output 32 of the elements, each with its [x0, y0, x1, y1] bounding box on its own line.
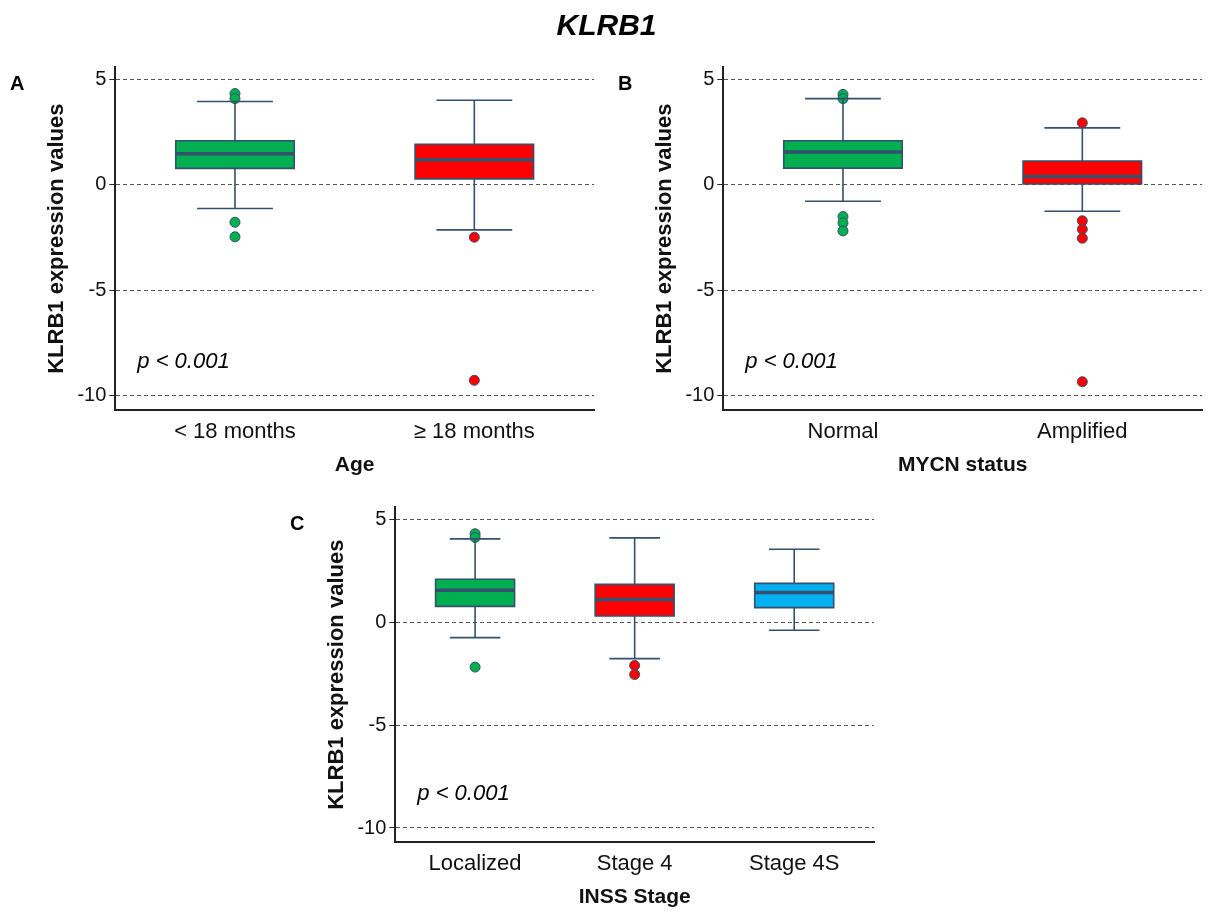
text: C — [290, 511, 305, 534]
annotation: p < 0.001 — [136, 347, 230, 373]
y-axis-title: KLRB1 expression values — [43, 103, 69, 374]
y-tick-label: -5 — [368, 712, 387, 735]
x-tick-label: Amplified — [1037, 417, 1128, 443]
y-tick-label: -10 — [77, 383, 107, 406]
x-tick-label: Stage 4S — [748, 849, 840, 875]
annotation: p < 0.001 — [744, 347, 838, 373]
y-axis-title: KLRB1 expression values — [323, 539, 349, 810]
x-tick-label: Normal — [807, 417, 879, 443]
y-tick-label: -5 — [696, 277, 715, 300]
x-axis-title: MYCN status — [897, 452, 1028, 476]
x-axis-title: INSS Stage — [578, 884, 691, 908]
x-tick-label: Stage 4 — [596, 849, 673, 875]
x-tick-label: ≥ 18 months — [413, 417, 535, 443]
y-tick-label: -10 — [357, 815, 387, 838]
y-tick-label: 5 — [375, 506, 387, 529]
y-tick-label: -10 — [685, 383, 715, 406]
y-tick-label: 0 — [703, 172, 715, 195]
y-tick-label: -5 — [88, 277, 107, 300]
annotation: p < 0.001 — [416, 779, 510, 805]
y-tick-label: 5 — [95, 67, 107, 90]
x-tick-label: Localized — [428, 849, 522, 875]
y-tick-label: 0 — [375, 609, 387, 632]
x-axis-title: Age — [334, 452, 375, 476]
y-tick-label: 5 — [703, 67, 715, 90]
y-axis-title: KLRB1 expression values — [651, 103, 677, 374]
text: B — [618, 71, 633, 94]
chart-title: KLRB1 — [555, 8, 658, 42]
x-tick-label: < 18 months — [174, 417, 296, 443]
y-tick-label: 0 — [95, 172, 107, 195]
text: A — [10, 71, 25, 94]
